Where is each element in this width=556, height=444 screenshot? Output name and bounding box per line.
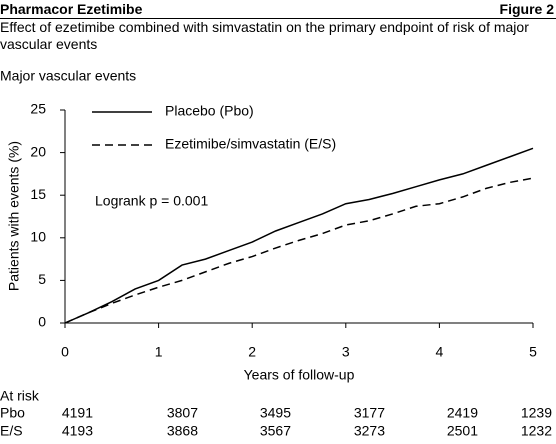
chart-subtitle: Major vascular events (0, 68, 136, 84)
at-risk-value: 2501 (447, 423, 478, 439)
x-tick-label: 1 (155, 344, 163, 360)
x-tick-label: 3 (342, 344, 350, 360)
y-tick-label: 5 (38, 271, 46, 287)
at-risk-value: 1232 (521, 423, 552, 439)
y-tick-label: 0 (38, 314, 46, 330)
y-axis-label: Patients with events (%) (6, 141, 22, 291)
series-line (64, 177, 534, 324)
x-tick-label: 5 (529, 344, 537, 360)
at-risk-value: 3495 (260, 405, 291, 421)
y-tick-label: 10 (30, 229, 46, 245)
at-risk-value: 3567 (260, 423, 291, 439)
at-risk-row-label: Pbo (0, 405, 25, 421)
annotation: Logrank p = 0.001 (95, 193, 208, 209)
x-tick-label: 4 (436, 344, 444, 360)
at-risk-value: 1239 (521, 405, 552, 421)
legend-label: Placebo (Pbo) (165, 103, 254, 119)
at-risk-value: 2419 (447, 405, 478, 421)
at-risk-label: At risk (0, 388, 40, 404)
header-title: Pharmacor Ezetimibe (0, 1, 143, 17)
figure-label: Figure 2 (499, 1, 554, 17)
header: Pharmacor Ezetimibe Figure 2 (0, 0, 556, 19)
at-risk-value: 3807 (167, 405, 198, 421)
series-line (64, 147, 534, 324)
at-risk-value: 3273 (354, 423, 385, 439)
y-tick-label: 15 (30, 186, 46, 202)
legend-label: Ezetimibe/simvastatin (E/S) (165, 136, 336, 152)
x-axis-label: Years of follow-up (244, 367, 355, 383)
at-risk-value: 4193 (62, 423, 93, 439)
x-tick-label: 0 (61, 344, 69, 360)
y-tick-label: 25 (30, 101, 46, 117)
y-tick-label: 20 (30, 143, 46, 159)
at-risk-value: 4191 (62, 405, 93, 421)
chart-title: Effect of ezetimibe combined with simvas… (0, 19, 529, 52)
x-tick-label: 2 (248, 344, 256, 360)
at-risk-value: 3868 (167, 423, 198, 439)
at-risk-row-label: E/S (0, 423, 23, 439)
at-risk-value: 3177 (354, 405, 385, 421)
